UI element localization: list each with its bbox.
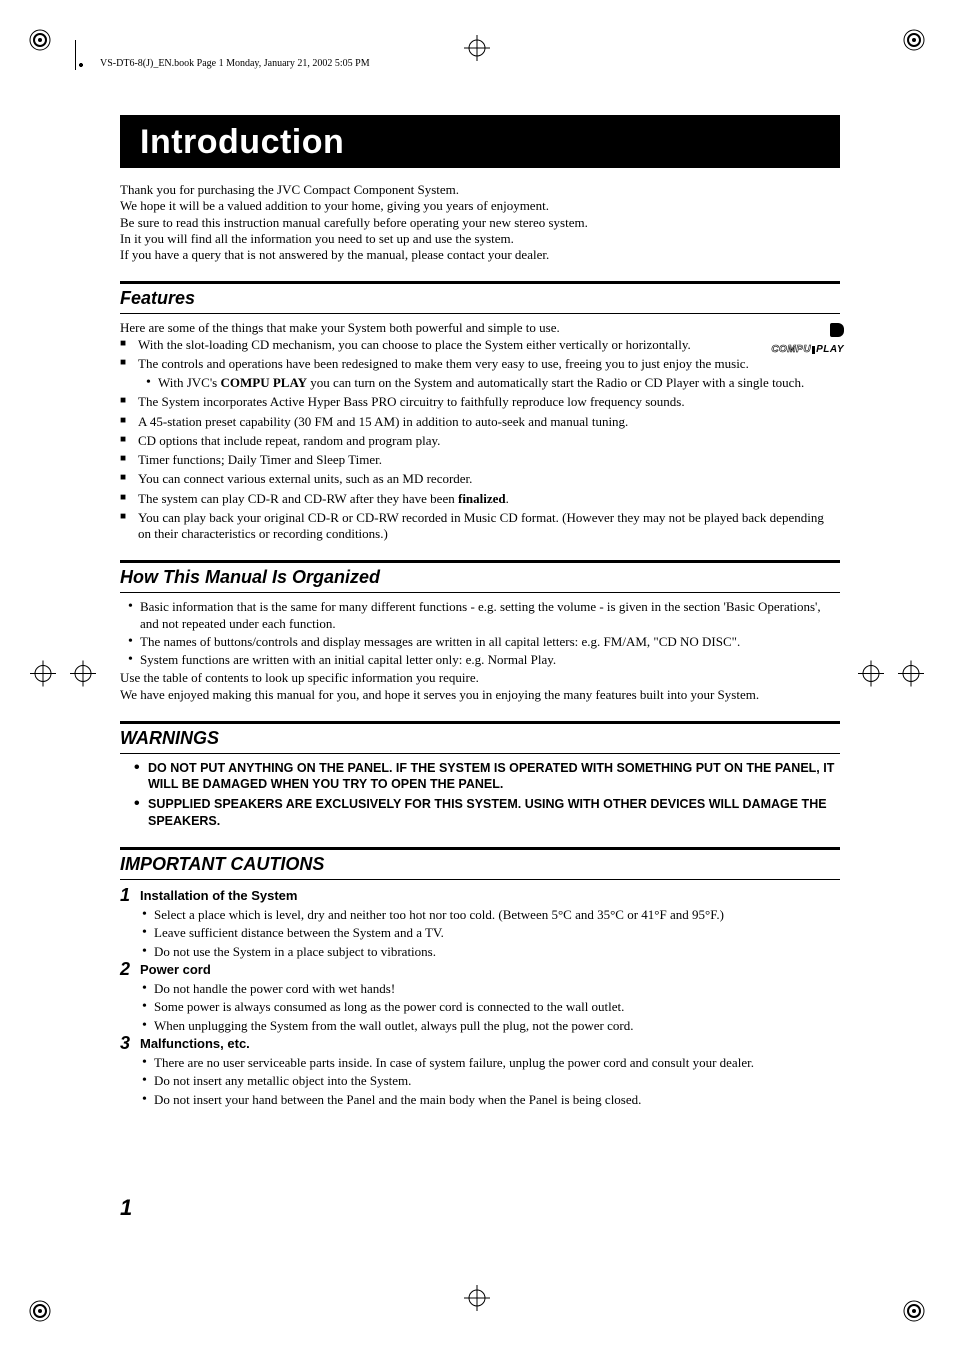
feature-item: With the slot-loading CD mechanism, you … (138, 337, 840, 353)
cautions-body: 1Installation of the System Select a plac… (120, 888, 840, 1108)
feature-item: You can play back your original CD-R or … (138, 510, 840, 543)
crop-mark-bl (20, 1291, 60, 1331)
intro-line: In it you will find all the information … (120, 231, 840, 247)
caution-list: There are no user serviceable parts insi… (120, 1055, 840, 1108)
feature-text: The controls and operations have been re… (138, 356, 749, 371)
finalized-bold: finalized (458, 491, 506, 506)
page-title: Introduction (140, 123, 820, 162)
rule-thick (120, 847, 840, 850)
feature-item: The system can play CD-R and CD-RW after… (138, 491, 840, 507)
feature-item: Timer functions; Daily Timer and Sleep T… (138, 452, 840, 468)
warning-item: DO NOT PUT ANYTHING ON THE PANEL. IF THE… (148, 760, 840, 793)
features-body: Here are some of the things that make yo… (120, 320, 840, 542)
feature-item: CD options that include repeat, random a… (138, 433, 840, 449)
feature-item: The System incorporates Active Hyper Bas… (138, 394, 840, 410)
caution-number: 2 (120, 958, 130, 981)
caution-list: Select a place which is level, dry and n… (120, 907, 840, 960)
reg-mark-right-inner (858, 660, 884, 691)
rule-thin (120, 592, 840, 593)
organized-item: Basic information that is the same for m… (140, 599, 840, 632)
rule-thin (120, 879, 840, 880)
compu-bold: COMPU PLAY (221, 375, 308, 390)
warnings-list: DO NOT PUT ANYTHING ON THE PANEL. IF THE… (120, 760, 840, 829)
feature-subitem: With JVC's COMPU PLAY you can turn on th… (158, 375, 840, 391)
feature-item: A 45-station preset capability (30 FM an… (138, 414, 840, 430)
reg-mark-right-outer (898, 660, 924, 691)
features-lead: Here are some of the things that make yo… (120, 320, 840, 336)
warning-item: SUPPLIED SPEAKERS ARE EXCLUSIVELY FOR TH… (148, 796, 840, 829)
crop-mark-tl (20, 20, 60, 60)
intro-line: Thank you for purchasing the JVC Compact… (120, 182, 840, 198)
section-heading-warnings: WARNINGS (120, 726, 840, 751)
feature-item: The controls and operations have been re… (138, 356, 840, 392)
reg-mark-left-inner (70, 660, 96, 691)
rule-thin (120, 753, 840, 754)
caution-group: 1Installation of the System (120, 888, 840, 904)
caution-item: Do not handle the power cord with wet ha… (154, 981, 840, 997)
section-cautions: IMPORTANT CAUTIONS 1Installation of the … (120, 847, 840, 1108)
reg-mark-left-outer (30, 660, 56, 691)
page-content: Introduction Thank you for purchasing th… (120, 115, 840, 1110)
intro-paragraph: Thank you for purchasing the JVC Compact… (120, 182, 840, 263)
crop-mark-tr (894, 20, 934, 60)
caution-list: Do not handle the power cord with wet ha… (120, 981, 840, 1034)
organized-list: Basic information that is the same for m… (120, 599, 840, 668)
section-heading-organized: How This Manual Is Organized (120, 565, 840, 590)
organized-tail: We have enjoyed making this manual for y… (120, 687, 840, 703)
intro-line: If you have a query that is not answered… (120, 247, 840, 263)
features-list: With the slot-loading CD mechanism, you … (120, 337, 840, 543)
intro-line: We hope it will be a valued addition to … (120, 198, 840, 214)
organized-item: The names of buttons/controls and displa… (140, 634, 840, 650)
caution-item: Do not use the System in a place subject… (154, 944, 840, 960)
crop-mark-br (894, 1291, 934, 1331)
rule-thick (120, 560, 840, 563)
compu-post: you can turn on the System and automatic… (307, 375, 804, 390)
page-number: 1 (120, 1195, 132, 1221)
caution-item: Leave sufficient distance between the Sy… (154, 925, 840, 941)
caution-item: Do not insert any metallic object into t… (154, 1073, 840, 1089)
section-organized: How This Manual Is Organized Basic infor… (120, 560, 840, 703)
feature-item: You can connect various external units, … (138, 471, 840, 487)
caution-item: Some power is always consumed as long as… (154, 999, 840, 1015)
caution-group: 2Power cord (120, 962, 840, 978)
caution-group: 3Malfunctions, etc. (120, 1036, 840, 1052)
organized-body: Basic information that is the same for m… (120, 599, 840, 703)
caution-title: Installation of the System (140, 888, 297, 903)
section-heading-features: Features (120, 286, 840, 311)
caution-number: 3 (120, 1032, 130, 1055)
rule-thick (120, 721, 840, 724)
section-heading-cautions: IMPORTANT CAUTIONS (120, 852, 840, 877)
compu-pre: With JVC's (158, 375, 221, 390)
caution-number: 1 (120, 884, 130, 907)
caution-item: Do not insert your hand between the Pane… (154, 1092, 840, 1108)
title-bar: Introduction (120, 115, 840, 168)
rule-thin (120, 313, 840, 314)
warnings-body: DO NOT PUT ANYTHING ON THE PANEL. IF THE… (120, 760, 840, 829)
section-features: Features COMPUPLAY Here are some of the … (120, 281, 840, 542)
caution-item: There are no user serviceable parts insi… (154, 1055, 840, 1071)
organized-tail: Use the table of contents to look up spe… (120, 670, 840, 686)
caution-title: Power cord (140, 962, 211, 977)
rule-thick (120, 281, 840, 284)
header-filename: VS-DT6-8(J)_EN.book Page 1 Monday, Janua… (100, 58, 370, 69)
caution-title: Malfunctions, etc. (140, 1036, 250, 1051)
feature-text: The system can play CD-R and CD-RW after… (138, 491, 458, 506)
caution-item: Select a place which is level, dry and n… (154, 907, 840, 923)
section-warnings: WARNINGS DO NOT PUT ANYTHING ON THE PANE… (120, 721, 840, 829)
organized-item: System functions are written with an ini… (140, 652, 840, 668)
intro-line: Be sure to read this instruction manual … (120, 215, 840, 231)
reg-mark-bottom (464, 1285, 490, 1316)
caution-item: When unplugging the System from the wall… (154, 1018, 840, 1034)
compu-play-tag-icon (830, 323, 844, 337)
reg-mark-top (464, 35, 490, 66)
